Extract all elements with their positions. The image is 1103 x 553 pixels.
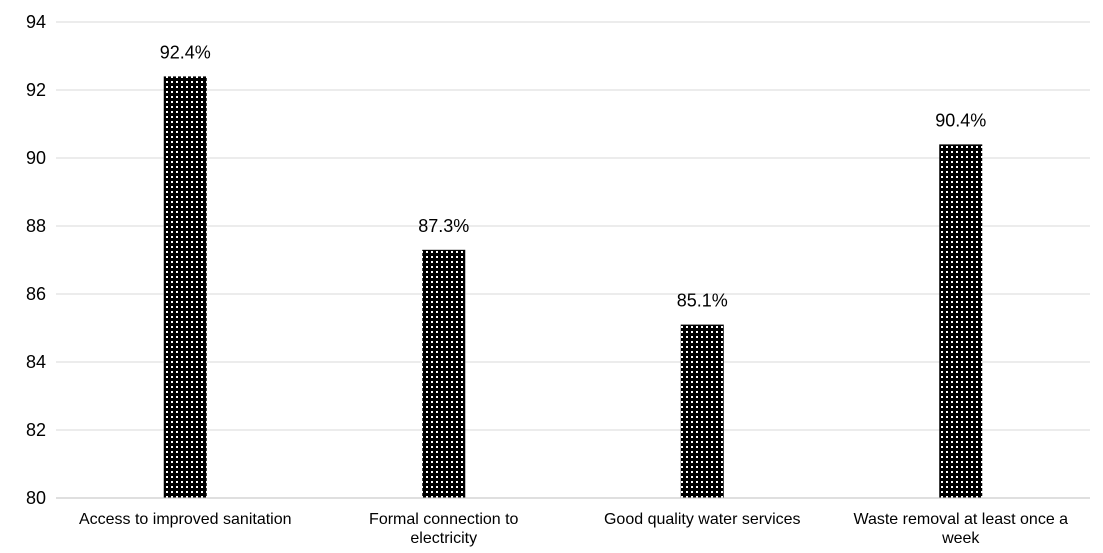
x-tick-label: electricity: [410, 530, 477, 547]
x-tick-label: Formal connection to: [369, 511, 519, 528]
bar: [163, 76, 207, 499]
y-tick-label: 86: [26, 284, 46, 304]
x-tick-label: Good quality water services: [604, 511, 801, 528]
x-tick-label: Access to improved sanitation: [79, 511, 292, 528]
data-label: 92.4%: [160, 42, 211, 62]
x-tick-label: Waste removal at least once a: [853, 511, 1068, 528]
y-tick-label: 88: [26, 216, 46, 236]
gridlines: [56, 21, 1090, 431]
bar: [422, 249, 466, 498]
data-label: 87.3%: [418, 216, 469, 236]
y-tick-label: 94: [26, 12, 46, 32]
y-tick-label: 84: [26, 352, 46, 372]
labels: 80 82 84 86 88 90 92 94 92.4% Access to improved …: [26, 12, 1068, 547]
y-tick-label: 82: [26, 420, 46, 440]
y-tick-label: 92: [26, 80, 46, 100]
bars: [163, 76, 983, 499]
data-label: 90.4%: [935, 110, 986, 130]
data-label: 85.1%: [677, 291, 728, 311]
x-tick-label: week: [941, 530, 980, 547]
bar: [680, 324, 724, 498]
bar: [939, 144, 983, 498]
y-tick-label: 80: [26, 488, 46, 508]
y-tick-label: 90: [26, 148, 46, 168]
